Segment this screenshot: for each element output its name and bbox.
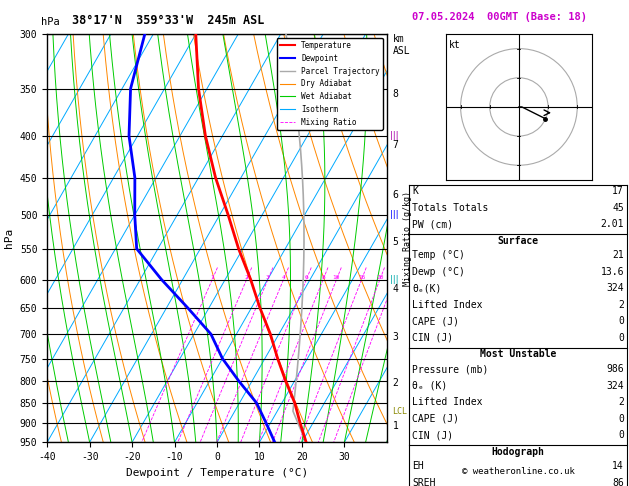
Text: 0: 0: [618, 414, 624, 424]
Text: Hodograph: Hodograph: [491, 447, 545, 457]
Text: PW (cm): PW (cm): [412, 219, 453, 229]
Text: 07.05.2024  00GMT (Base: 18): 07.05.2024 00GMT (Base: 18): [412, 12, 587, 22]
Text: 21: 21: [612, 250, 624, 260]
Text: K: K: [412, 186, 418, 196]
Text: 2: 2: [392, 378, 398, 388]
Text: 20: 20: [376, 275, 384, 279]
Text: 38°17'N  359°33'W  245m ASL: 38°17'N 359°33'W 245m ASL: [72, 14, 265, 27]
Text: 1: 1: [392, 421, 398, 431]
Text: © weatheronline.co.uk: © weatheronline.co.uk: [462, 467, 574, 476]
Text: Totals Totals: Totals Totals: [412, 203, 488, 213]
Text: 3: 3: [266, 275, 270, 279]
Text: θₑ(K): θₑ(K): [412, 283, 442, 294]
Y-axis label: hPa: hPa: [4, 228, 14, 248]
Text: 17: 17: [612, 186, 624, 196]
Text: 0: 0: [618, 316, 624, 327]
Text: 3: 3: [392, 331, 398, 342]
Text: EH: EH: [412, 461, 424, 471]
Legend: Temperature, Dewpoint, Parcel Trajectory, Dry Adiabat, Wet Adiabat, Isotherm, Mi: Temperature, Dewpoint, Parcel Trajectory…: [277, 38, 383, 130]
Text: 6: 6: [392, 190, 398, 200]
Text: 4: 4: [282, 275, 286, 279]
Text: LCL: LCL: [392, 407, 408, 416]
Text: 5: 5: [392, 237, 398, 247]
Text: 0: 0: [618, 430, 624, 440]
Text: CIN (J): CIN (J): [412, 333, 453, 343]
Text: Most Unstable: Most Unstable: [480, 349, 556, 360]
Text: Temp (°C): Temp (°C): [412, 250, 465, 260]
Text: Lifted Index: Lifted Index: [412, 397, 482, 407]
Text: 324: 324: [606, 283, 624, 294]
Text: 45: 45: [612, 203, 624, 213]
Text: θₑ (K): θₑ (K): [412, 381, 447, 391]
Text: 2.01: 2.01: [601, 219, 624, 229]
Text: CAPE (J): CAPE (J): [412, 414, 459, 424]
Text: |||: |||: [389, 275, 398, 284]
Text: SREH: SREH: [412, 478, 435, 486]
Text: 86: 86: [612, 478, 624, 486]
Text: 986: 986: [606, 364, 624, 374]
Text: CIN (J): CIN (J): [412, 430, 453, 440]
Text: hPa: hPa: [41, 17, 60, 27]
Text: Pressure (mb): Pressure (mb): [412, 364, 488, 374]
Text: 13.6: 13.6: [601, 267, 624, 277]
Text: 2: 2: [618, 397, 624, 407]
Text: 14: 14: [612, 461, 624, 471]
Text: |||: |||: [389, 131, 398, 140]
Text: 2: 2: [245, 275, 248, 279]
Text: Mixing Ratio (g/kg): Mixing Ratio (g/kg): [403, 191, 411, 286]
Text: 0: 0: [618, 333, 624, 343]
Text: CAPE (J): CAPE (J): [412, 316, 459, 327]
Text: 15: 15: [358, 275, 365, 279]
Text: 2: 2: [618, 300, 624, 310]
Text: 324: 324: [606, 381, 624, 391]
Text: 8: 8: [321, 275, 325, 279]
Text: km
ASL: km ASL: [392, 34, 410, 55]
Text: 1: 1: [210, 275, 214, 279]
X-axis label: Dewpoint / Temperature (°C): Dewpoint / Temperature (°C): [126, 468, 308, 478]
Text: 6: 6: [304, 275, 308, 279]
Text: 8: 8: [392, 88, 398, 99]
Text: 4: 4: [392, 284, 398, 295]
Text: Surface: Surface: [498, 236, 538, 246]
Text: 7: 7: [392, 139, 398, 150]
Text: Lifted Index: Lifted Index: [412, 300, 482, 310]
Text: kt: kt: [449, 40, 460, 50]
Text: Dewp (°C): Dewp (°C): [412, 267, 465, 277]
Text: 10: 10: [333, 275, 340, 279]
Text: |||: |||: [389, 210, 398, 220]
